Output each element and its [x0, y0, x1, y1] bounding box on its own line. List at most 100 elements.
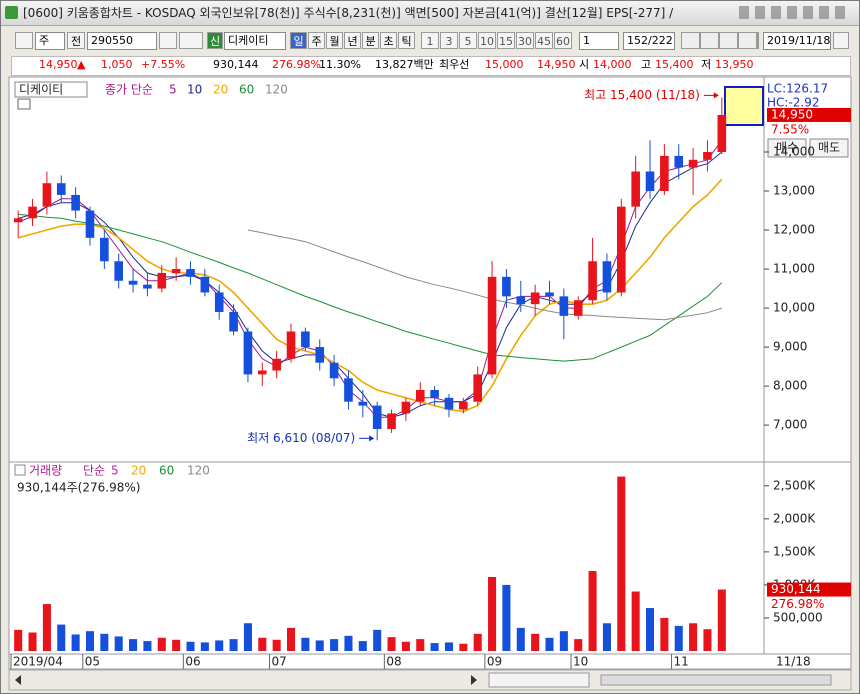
volume-legend-entry: 5 — [111, 464, 119, 478]
unit-button[interactable]: 분 — [362, 32, 379, 49]
candle-body — [100, 237, 109, 262]
volume-bar — [258, 637, 267, 651]
candle-body — [674, 155, 684, 168]
interval-button[interactable]: 15 — [497, 32, 515, 49]
quote-arrow: ▲ — [77, 58, 86, 71]
candle-body — [372, 405, 382, 430]
quote-turnover: 11.30% — [319, 58, 361, 71]
interval-button[interactable]: 45 — [535, 32, 553, 49]
candle-body — [602, 261, 612, 293]
volume-bar — [416, 639, 425, 651]
date-axis — [8, 653, 852, 670]
quote-volume-ratio: 276.98% — [272, 58, 321, 71]
sell-label[interactable]: 매도 — [818, 141, 840, 155]
tool-buttons[interactable] — [681, 32, 759, 49]
scroll-right[interactable] — [471, 675, 477, 685]
unit-button[interactable]: 틱 — [398, 32, 415, 49]
buy-button[interactable] — [767, 138, 807, 158]
y-tick-label: 13,000 — [773, 184, 815, 198]
volume-bar — [172, 639, 181, 651]
candle-body — [71, 194, 80, 211]
unit-button[interactable]: 초 — [380, 32, 397, 49]
candle-body — [329, 362, 339, 379]
code-input[interactable]: 290550 — [87, 32, 157, 50]
interval-button[interactable]: 30 — [516, 32, 534, 49]
interval-button[interactable]: 5 — [459, 32, 477, 49]
volume-legend-value: 930,144주(276.98%) — [17, 481, 140, 495]
candle-body — [616, 206, 626, 293]
volume-bar — [717, 589, 726, 651]
scroll-left[interactable] — [15, 675, 21, 685]
volume-bar — [200, 642, 209, 651]
period-select[interactable]: 주 — [35, 32, 65, 50]
volume-bar — [617, 476, 626, 651]
scroll-bar[interactable] — [8, 669, 852, 691]
volume-legend-entry: 60 — [159, 464, 174, 478]
legend-stock-name: 디케이티 — [19, 83, 63, 97]
candle-body — [358, 401, 368, 406]
unit-button[interactable]: 월 — [326, 32, 343, 49]
candle-body — [157, 272, 167, 289]
x-tick-label: 06 — [185, 655, 200, 669]
last-price-label: 14,950 — [771, 107, 813, 121]
candle-body — [530, 292, 540, 305]
volume-bar — [358, 641, 367, 651]
quote-best-label: 최우선 — [439, 58, 470, 71]
candle-body — [502, 276, 511, 297]
volume-bar — [215, 640, 224, 651]
candle-body — [559, 296, 569, 316]
legend-name-box — [14, 81, 88, 98]
candle-body — [229, 311, 238, 332]
zoom-slider[interactable] — [600, 674, 832, 686]
last-date: 11/18 — [776, 655, 811, 669]
buy-label[interactable]: 매수 — [776, 141, 798, 155]
sell-button[interactable] — [809, 138, 849, 158]
volume-bar — [315, 640, 324, 651]
quote-amount: 13,827백만 — [375, 58, 434, 71]
interval-button[interactable]: 1 — [421, 32, 439, 49]
playback-buttons[interactable] — [488, 672, 590, 688]
ma-line — [18, 151, 723, 418]
volume-bar — [545, 637, 554, 651]
quote-open-label: 시 — [579, 58, 590, 71]
unit-button[interactable]: 일 — [290, 32, 307, 49]
y-tick-label: 11,000 — [773, 262, 815, 276]
interval-button[interactable]: 60 — [554, 32, 572, 49]
count-input[interactable]: 1 — [579, 32, 619, 50]
volume-bar — [473, 633, 482, 651]
date-input[interactable]: 2019/11/18 — [763, 32, 831, 50]
quote-row — [11, 56, 851, 76]
volume-legend-entry: 20 — [131, 464, 146, 478]
ma-line — [18, 213, 723, 362]
range-input[interactable]: 152/222 — [623, 32, 675, 50]
interval-button[interactable]: 3 — [440, 32, 458, 49]
calendar-button[interactable] — [833, 32, 849, 49]
candle-body — [114, 261, 124, 281]
interval-button[interactable]: 10 — [478, 32, 496, 49]
stock-name[interactable]: 디케이티 — [224, 32, 286, 50]
candle-body — [214, 292, 224, 312]
candle-body — [186, 269, 195, 277]
unit-button[interactable]: 년 — [344, 32, 361, 49]
low-annotation: 최저 6,610 (08/07) — [247, 431, 355, 445]
legend-entry: 120 — [265, 83, 288, 97]
last-volume-label: 930,144 — [771, 582, 821, 596]
candle-body — [315, 347, 325, 363]
unit-button[interactable]: 주 — [308, 32, 325, 49]
quote-high: 15,400 — [655, 58, 694, 71]
sound-button[interactable] — [179, 32, 203, 49]
y-tick-label: 14,000 — [773, 145, 815, 159]
search-button[interactable] — [159, 32, 177, 49]
volume-bar — [516, 627, 525, 651]
ma-line — [247, 229, 722, 321]
candle-body — [516, 296, 526, 305]
y-tick-label: 9,000 — [773, 340, 807, 354]
legend-ma-label: 종가 단순 — [105, 83, 153, 97]
window-controls[interactable] — [739, 6, 849, 19]
volume-bar — [660, 617, 669, 651]
toolbar-icon[interactable] — [15, 32, 33, 49]
y-tick-label: 8,000 — [773, 379, 807, 393]
volume-bar — [574, 639, 583, 651]
volume-legend-title: 거래량 — [29, 464, 62, 478]
mode-button[interactable]: 전 — [67, 32, 85, 49]
